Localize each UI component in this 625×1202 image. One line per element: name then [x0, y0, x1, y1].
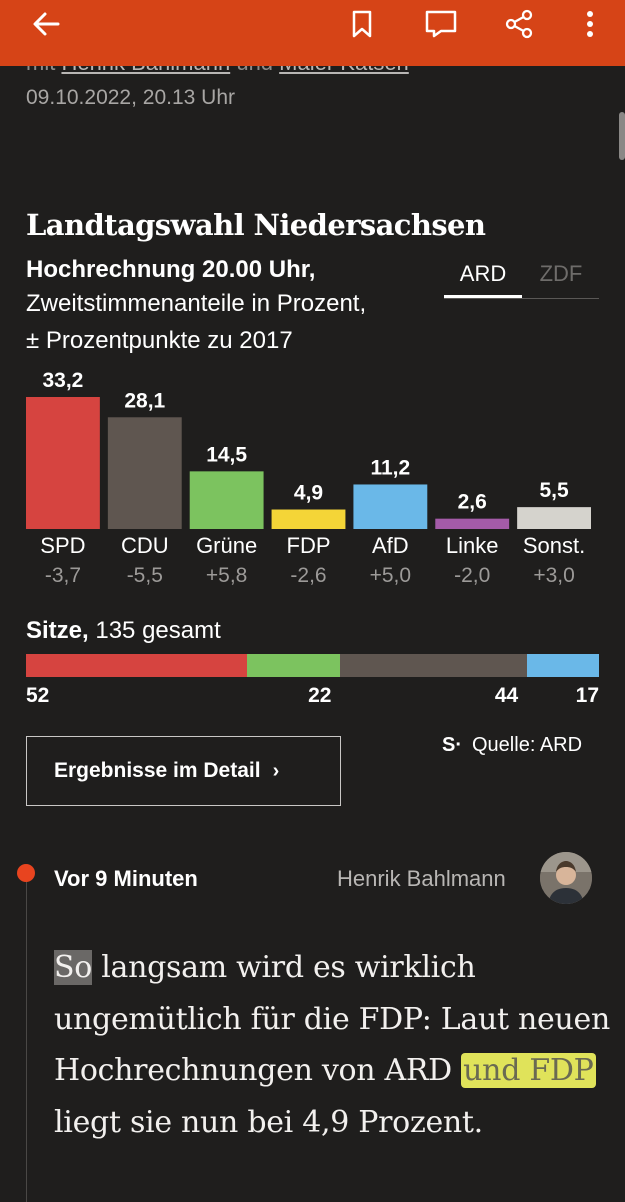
bar-value-label: 2,6	[458, 491, 487, 514]
bar-value-label: 28,1	[124, 389, 165, 412]
change-label: -2,0	[454, 564, 490, 587]
bar-grüne	[189, 471, 264, 529]
tab-ard[interactable]: ARD	[444, 258, 522, 298]
source-tabs: ARD ZDF	[444, 258, 599, 299]
chevron-right-icon: ›	[272, 759, 280, 782]
bar-spd	[26, 397, 100, 529]
election-subtitle-line3: ± Prozentpunkte zu 2017	[26, 327, 293, 354]
change-label: -2,6	[290, 564, 326, 587]
category-label: Linke	[446, 533, 499, 558]
scrollbar-thumb[interactable]	[619, 112, 625, 160]
tab-zdf[interactable]: ZDF	[539, 261, 583, 286]
post-time: Vor 9 Minuten	[54, 866, 198, 891]
category-label: Grüne	[196, 533, 257, 558]
bar-value-label: 5,5	[539, 479, 569, 502]
change-label: -5,5	[127, 564, 163, 587]
source-text: Quelle: ARD	[472, 734, 583, 756]
results-detail-button[interactable]: Ergebnisse im Detail ›	[26, 736, 341, 806]
vote-share-bar-chart: 33,2 SPD -3,7 28,1 CDU -5,5 14,5 Grüne +5,8 4,9 FD…	[26, 369, 591, 587]
change-label: +5,0	[370, 564, 411, 587]
timeline-dot	[17, 864, 35, 882]
post-author[interactable]: Henrik Bahlmann	[337, 866, 506, 891]
category-label: FDP	[287, 533, 331, 558]
election-title: Landtagswahl Niedersachsen	[26, 208, 486, 242]
post-text-part: liegt sie nun bei 4,9 Prozent.	[54, 1104, 483, 1140]
bar-sonst	[517, 507, 591, 529]
bar-fdp	[271, 509, 346, 529]
bar-value-label: 33,2	[42, 369, 83, 392]
spiegel-logo-icon: S·	[442, 734, 462, 756]
comment-icon[interactable]	[423, 6, 459, 42]
avatar[interactable]	[540, 852, 592, 904]
seats-label: Sitze,	[26, 617, 89, 644]
bar-value-label: 14,5	[206, 443, 247, 466]
bar-cdu	[107, 417, 182, 529]
bookmark-icon[interactable]	[344, 6, 380, 42]
category-label: AfD	[372, 533, 409, 558]
source-note: S· Quelle: ARD	[442, 734, 582, 757]
seat-count: 52	[26, 684, 50, 707]
seat-segment-afd	[526, 654, 599, 677]
change-label: +5,8	[206, 564, 247, 587]
share-icon[interactable]	[501, 6, 537, 42]
seat-segment-grüne	[246, 654, 341, 677]
seat-count: 22	[308, 684, 332, 707]
category-label: Sonst.	[523, 533, 585, 558]
results-detail-label: Ergebnisse im Detail	[54, 759, 261, 782]
seats-heading: Sitze, 135 gesamt	[26, 617, 221, 645]
category-label: CDU	[121, 533, 169, 558]
election-subtitle: Hochrechnung 20.00 Uhr,	[26, 256, 316, 283]
selected-word: So	[54, 950, 93, 985]
bar-linke	[435, 518, 510, 529]
highlighted-text: und FDP	[461, 1053, 596, 1088]
arrow-left-icon[interactable]	[28, 6, 64, 42]
bar-value-label: 4,9	[294, 482, 323, 505]
more-vertical-icon[interactable]	[572, 6, 608, 42]
seat-distribution-bar	[26, 654, 599, 677]
seats-total: 135 gesamt	[95, 617, 221, 644]
change-label: -3,7	[45, 564, 81, 587]
seat-segment-cdu	[340, 654, 527, 677]
app-toolbar	[0, 0, 625, 66]
timeline-line	[26, 872, 27, 1202]
seat-count: 17	[575, 684, 599, 707]
post-text: So langsam wird es wirklich ungemütlich …	[54, 942, 614, 1148]
post-text-part: langsam wird es wirklich ungemütlich für…	[54, 950, 610, 1088]
bar-afd	[353, 484, 428, 529]
election-subtitle-line2: Zweitstimmenanteile in Prozent,	[26, 290, 367, 317]
bar-value-label: 11,2	[370, 456, 410, 479]
article-date: 09.10.2022, 20.13 Uhr	[26, 86, 235, 109]
change-label: +3,0	[533, 564, 574, 587]
seat-count: 44	[494, 684, 519, 707]
seat-segment-spd	[26, 654, 247, 677]
category-label: SPD	[40, 533, 85, 558]
